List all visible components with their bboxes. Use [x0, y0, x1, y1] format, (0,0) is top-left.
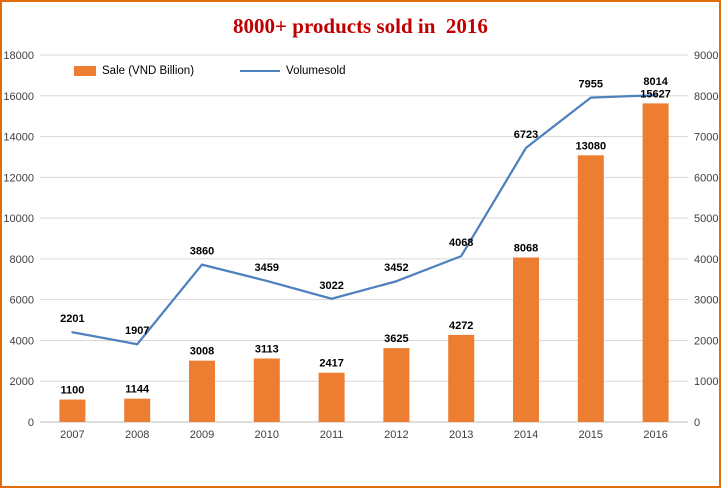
sale-legend-label: Sale (VND Billion)	[102, 65, 195, 77]
x-axis-tick-label: 2014	[514, 429, 538, 441]
left-axis-tick-label: 0	[28, 417, 34, 429]
left-axis-tick-label: 10000	[3, 213, 34, 225]
sale-bar	[642, 103, 669, 422]
sale-data-label: 4272	[449, 320, 473, 332]
x-axis-tick-label: 2011	[320, 429, 344, 441]
x-axis-tick-label: 2012	[384, 429, 408, 441]
chart-title: 8000+ products sold in 2016	[233, 14, 488, 38]
sale-bar	[577, 155, 604, 422]
sale-data-label: 8068	[514, 243, 538, 255]
volume-data-label: 3860	[190, 246, 214, 258]
left-axis-tick-label: 14000	[3, 132, 34, 144]
right-axis-tick-label: 9000	[694, 50, 718, 62]
sale-bar	[513, 257, 539, 422]
x-axis-tick-label: 2016	[643, 429, 667, 441]
sale-bar	[448, 334, 475, 422]
volume-data-label: 1907	[125, 325, 149, 337]
left-axis-tick-label: 12000	[3, 172, 34, 184]
sale-bar	[318, 372, 345, 422]
sale-bar	[189, 360, 215, 422]
right-axis-tick-label: 2000	[694, 335, 718, 347]
right-axis-tick-label: 4000	[694, 254, 718, 266]
right-axis-tick-label: 0	[694, 417, 700, 429]
sale-data-label: 1144	[125, 384, 150, 396]
x-axis-tick-label: 2013	[449, 429, 473, 441]
left-axis-tick-label: 18000	[3, 50, 34, 62]
left-axis-tick-label: 4000	[10, 335, 34, 347]
volume-data-label: 4068	[449, 237, 473, 249]
volume-data-label: 7955	[579, 79, 603, 91]
x-axis-tick-label: 2007	[60, 429, 84, 441]
legend-item-volume: Volumesold	[240, 65, 346, 77]
right-axis-tick-label: 8000	[694, 91, 718, 103]
right-axis-tick-label: 3000	[694, 295, 718, 307]
right-axis-tick-label: 7000	[694, 132, 718, 144]
legend-item-sale: Sale (VND Billion)	[74, 65, 194, 77]
sale-legend-swatch-icon	[74, 66, 96, 76]
left-axis-tick-label: 16000	[3, 91, 34, 103]
volume-data-label: 2201	[60, 313, 84, 325]
sale-data-label: 1100	[60, 385, 84, 397]
volume-data-label: 3459	[255, 262, 279, 274]
left-axis-tick-label: 2000	[10, 376, 34, 388]
sale-data-label: 3113	[255, 344, 279, 356]
sale-bar	[383, 348, 410, 422]
right-axis-tick-label: 1000	[694, 376, 718, 388]
volume-data-label: 6723	[514, 129, 538, 141]
sale-data-label: 3008	[190, 346, 214, 358]
right-axis-tick-label: 5000	[694, 213, 718, 225]
volume-line	[71, 94, 657, 346]
left-axis-tick-label: 6000	[10, 295, 34, 307]
volume-data-label: 8014	[643, 76, 668, 88]
volume-legend-label: Volumesold	[286, 65, 346, 77]
x-axis-tick-label: 2009	[190, 429, 214, 441]
sale-bar	[253, 358, 280, 422]
x-axis-tick-label: 2008	[125, 429, 149, 441]
volume-data-label: 3022	[319, 280, 343, 292]
sale-bar	[124, 398, 151, 422]
left-axis-tick-label: 8000	[10, 254, 34, 266]
volume-data-label: 3452	[384, 262, 408, 274]
right-axis-tick-label: 6000	[694, 172, 718, 184]
x-axis-tick-label: 2010	[255, 429, 279, 441]
x-axis-tick-label: 2015	[579, 429, 603, 441]
chart-legend: Sale (VND Billion) Volumesold	[74, 65, 346, 77]
sale-data-label: 2417	[319, 358, 343, 370]
volume-legend-swatch-icon	[240, 70, 281, 72]
sale-data-label: 15627	[640, 88, 671, 100]
sale-bar	[59, 399, 86, 422]
sale-data-label: 13080	[576, 140, 607, 152]
sale-data-label: 3625	[384, 333, 408, 345]
